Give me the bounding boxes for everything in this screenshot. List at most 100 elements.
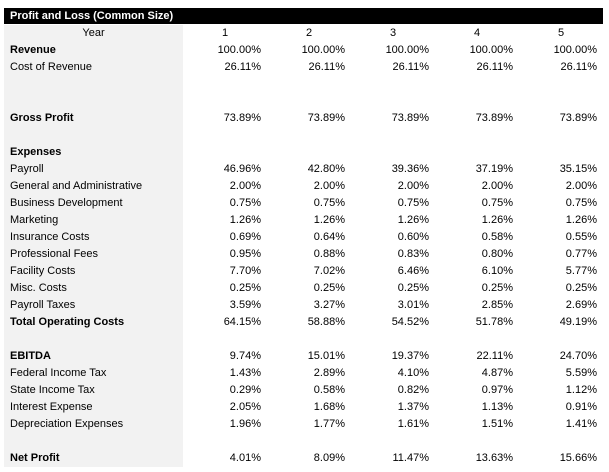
value-cell: 0.29% <box>229 384 261 396</box>
value-cell: 49.19% <box>559 316 597 328</box>
data-row: General and Administrative 2.00% 2.00% 2.00… <box>4 178 603 195</box>
value-cell: 0.91% <box>565 401 597 413</box>
header-row: Year 1 2 3 4 5 <box>4 25 603 42</box>
value-cell: 9.74% <box>229 350 261 362</box>
row-label: Payroll Taxes <box>4 297 183 314</box>
value-cell: 5.59% <box>565 367 597 379</box>
value-cell: 51.78% <box>475 316 513 328</box>
value-cell: 1.37% <box>397 401 429 413</box>
value-cell: 0.83% <box>397 248 429 260</box>
value-cell: 1.77% <box>313 418 345 430</box>
year-cell: 3 <box>389 27 397 39</box>
value-cell <box>183 331 267 348</box>
value-cell <box>519 76 603 93</box>
data-row: Marketing 1.26% 1.26% 1.26% 1.26% 1.26% <box>4 212 603 229</box>
row-label: Revenue <box>4 42 183 59</box>
value-cell: 19.37% <box>391 350 429 362</box>
value-cell: 2.00% <box>565 180 597 192</box>
row-label: Depreciation Expenses <box>4 416 183 433</box>
value-cell <box>183 433 267 450</box>
value-cell: 0.80% <box>481 248 513 260</box>
data-row: EBITDA 9.74% 15.01% 19.37% 22.11% 24.70% <box>4 348 603 365</box>
value-cell: 100.00% <box>553 44 597 56</box>
value-cell: 100.00% <box>217 44 261 56</box>
value-cell <box>351 331 435 348</box>
value-cell <box>519 127 603 144</box>
value-cell: 7.70% <box>229 265 261 277</box>
value-cell <box>435 76 519 93</box>
value-cell: 0.69% <box>229 231 261 243</box>
title-bar: Profit and Loss (Common Size) <box>4 8 603 24</box>
row-label: Interest Expense <box>4 399 183 416</box>
value-cell: 7.02% <box>313 265 345 277</box>
value-cell <box>267 76 351 93</box>
data-row: Insurance Costs 0.69% 0.64% 0.60% 0.58% 0.55% <box>4 229 603 246</box>
blank-row <box>4 76 603 93</box>
value-cell: 46.96% <box>223 163 261 175</box>
row-label <box>4 433 183 450</box>
value-cell: 1.68% <box>313 401 345 413</box>
value-cell: 1.26% <box>313 214 345 226</box>
value-cell: 24.70% <box>559 350 597 362</box>
data-row: Interest Expense 2.05% 1.68% 1.37% 1.13% 0.91… <box>4 399 603 416</box>
data-row: Payroll Taxes 3.59% 3.27% 3.01% 2.85% 2.69% <box>4 297 603 314</box>
value-cell: 22.11% <box>476 350 514 362</box>
value-cell: 37.19% <box>475 163 513 175</box>
value-cell <box>351 127 435 144</box>
value-cell <box>267 127 351 144</box>
value-cell: 1.26% <box>481 214 513 226</box>
value-cell: 35.15% <box>559 163 597 175</box>
value-cell: 0.75% <box>565 197 597 209</box>
value-cell: 0.75% <box>229 197 261 209</box>
value-cell <box>183 144 267 161</box>
data-row: Gross Profit 73.89% 73.89% 73.89% 73.89% 73.8… <box>4 110 603 127</box>
value-cell: 1.26% <box>397 214 429 226</box>
value-cell: 2.05% <box>229 401 261 413</box>
data-row: State Income Tax 0.29% 0.58% 0.82% 0.97% 1.12… <box>4 382 603 399</box>
value-cell: 0.82% <box>397 384 429 396</box>
value-cell: 2.89% <box>313 367 345 379</box>
value-cell: 26.11% <box>224 61 262 73</box>
blank-row <box>4 433 603 450</box>
value-cell <box>267 93 351 110</box>
data-row: Professional Fees 0.95% 0.88% 0.83% 0.80% 0.7… <box>4 246 603 263</box>
year-cell: 1 <box>221 27 229 39</box>
value-cell: 1.13% <box>481 401 513 413</box>
value-cell <box>435 433 519 450</box>
value-cell: 1.41% <box>565 418 597 430</box>
row-label <box>4 93 183 110</box>
row-label: Total Operating Costs <box>4 314 183 331</box>
value-cell <box>519 433 603 450</box>
row-label <box>4 331 183 348</box>
value-cell: 2.00% <box>481 180 513 192</box>
value-cell <box>267 331 351 348</box>
value-cell: 39.36% <box>391 163 429 175</box>
value-cell <box>351 144 435 161</box>
value-cell: 26.11% <box>392 61 430 73</box>
blank-row <box>4 93 603 110</box>
value-cell: 6.10% <box>481 265 513 277</box>
row-label: Cost of Revenue <box>4 59 183 76</box>
value-cell: 1.61% <box>397 418 429 430</box>
value-cell <box>435 144 519 161</box>
data-row: Depreciation Expenses 1.96% 1.77% 1.61% 1.51… <box>4 416 603 433</box>
value-cell: 1.26% <box>565 214 597 226</box>
value-cell <box>351 76 435 93</box>
year-cell: 2 <box>305 27 313 39</box>
value-cell: 15.66% <box>559 452 597 464</box>
value-cell <box>435 127 519 144</box>
value-cell: 0.95% <box>229 248 261 260</box>
row-label: Facility Costs <box>4 263 183 280</box>
row-label: State Income Tax <box>4 382 183 399</box>
value-cell: 3.27% <box>313 299 345 311</box>
value-cell <box>183 127 267 144</box>
value-cell <box>351 93 435 110</box>
value-cell: 3.01% <box>397 299 429 311</box>
row-label: EBITDA <box>4 348 183 365</box>
value-cell <box>351 433 435 450</box>
value-cell: 100.00% <box>385 44 429 56</box>
value-cell: 26.11% <box>476 61 514 73</box>
value-cell: 2.69% <box>565 299 597 311</box>
value-cell: 6.46% <box>397 265 429 277</box>
